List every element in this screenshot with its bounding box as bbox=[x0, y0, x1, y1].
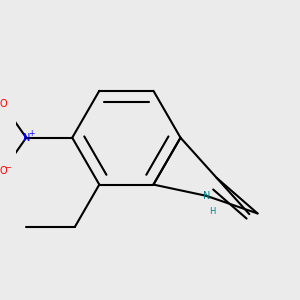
Text: +: + bbox=[28, 129, 35, 138]
Text: O: O bbox=[0, 166, 7, 176]
Text: −: − bbox=[4, 163, 11, 172]
Text: H: H bbox=[209, 207, 215, 216]
Text: N: N bbox=[22, 133, 30, 143]
Text: O: O bbox=[0, 99, 7, 110]
Text: N: N bbox=[203, 191, 210, 201]
